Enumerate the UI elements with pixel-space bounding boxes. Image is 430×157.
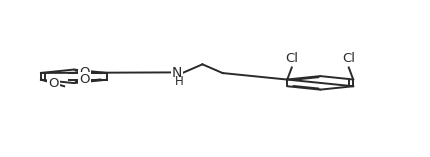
Text: N: N xyxy=(172,66,182,80)
Text: H: H xyxy=(175,75,184,88)
Text: Cl: Cl xyxy=(285,52,298,65)
Text: Cl: Cl xyxy=(342,52,355,65)
Text: O: O xyxy=(80,73,90,86)
Text: O: O xyxy=(48,77,59,90)
Text: O: O xyxy=(80,66,90,79)
